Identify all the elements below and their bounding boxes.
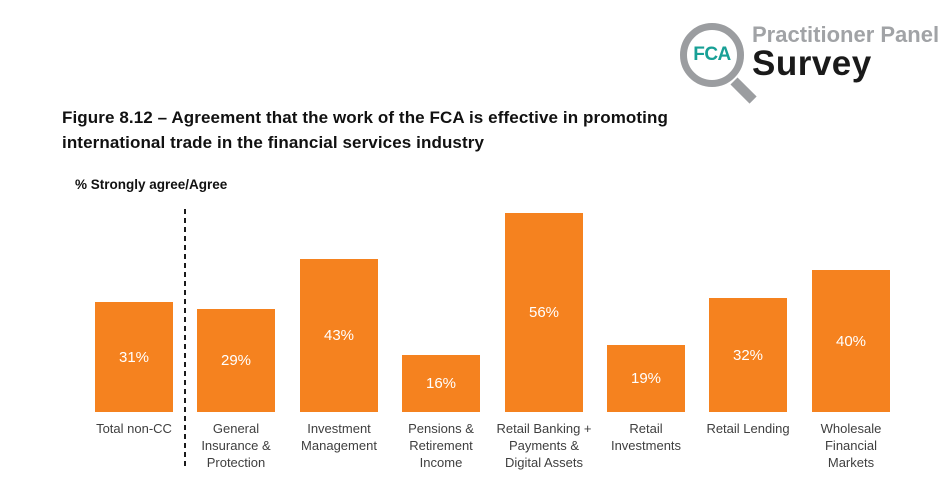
bar-wholesale-financial-markets: 40% bbox=[812, 270, 890, 412]
bar-retail-banking-payments-digital-assets: 56% bbox=[505, 213, 583, 412]
category-label-wholesale-financial-markets: Wholesale Financial Markets bbox=[820, 421, 882, 470]
magnifying-glass-icon: FCA bbox=[680, 23, 744, 87]
bar-retail-investments: 19% bbox=[607, 345, 685, 412]
category-label-retail-investments: Retail Investments bbox=[610, 421, 682, 453]
bar-value-label: 32% bbox=[732, 346, 764, 364]
figure-title-line1: Figure 8.12 – Agreement that the work of… bbox=[62, 108, 668, 127]
category-label-total-non-cc: Total non-CC bbox=[96, 421, 172, 436]
logo-survey-text: Survey bbox=[752, 44, 872, 83]
category-label-pensions-retirement-income: Pensions & Retirement Income bbox=[408, 421, 474, 470]
bar-value-label: 31% bbox=[118, 348, 150, 366]
bar-investment-management: 43% bbox=[300, 259, 378, 412]
category-label-general-insurance-protection: General Insurance & Protection bbox=[201, 421, 271, 470]
bar-value-label: 16% bbox=[425, 375, 457, 392]
bar-value-label: 56% bbox=[528, 304, 560, 321]
bar-value-label: 29% bbox=[220, 352, 252, 369]
category-label-investment-management: Investment Management bbox=[301, 421, 377, 453]
bar-retail-lending: 32% bbox=[709, 298, 787, 412]
bar-total-non-cc: 31% bbox=[95, 302, 173, 412]
bar-general-insurance-protection: 29% bbox=[197, 309, 275, 412]
fca-logo-text: FCA bbox=[693, 44, 731, 65]
bar-pensions-retirement-income: 16% bbox=[402, 355, 480, 412]
category-label-retail-banking-payments-digital-assets: Retail Banking + Payments & Digital Assets bbox=[496, 421, 592, 470]
y-axis-label: % Strongly agree/Agree bbox=[75, 177, 228, 192]
figure-title-line2: international trade in the financial ser… bbox=[62, 133, 485, 152]
category-separator-line bbox=[184, 209, 186, 470]
figure-title: Figure 8.12 – Agreement that the work of… bbox=[62, 105, 668, 155]
logo-practitioner-panel-text: Practitioner Panel bbox=[752, 22, 940, 47]
bar-value-label: 19% bbox=[630, 370, 662, 387]
bar-value-label: 40% bbox=[835, 332, 867, 350]
bar-value-label: 43% bbox=[323, 327, 355, 344]
category-label-retail-lending: Retail Lending bbox=[706, 421, 790, 436]
